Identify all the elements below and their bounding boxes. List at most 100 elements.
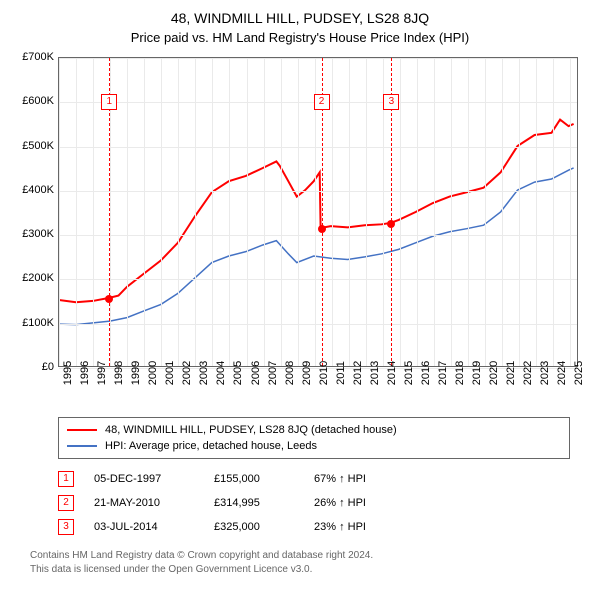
event-date: 03-JUL-2014 [94, 521, 194, 533]
x-axis-label: 1996 [79, 361, 91, 385]
event-price: £325,000 [214, 521, 294, 533]
gridline-v [536, 58, 537, 366]
gridline-h [59, 279, 577, 280]
reference-marker: 1 [101, 94, 117, 110]
event-price: £155,000 [214, 473, 294, 485]
gridline-v [349, 58, 350, 366]
footer-line1: Contains HM Land Registry data © Crown c… [30, 549, 570, 563]
gridline-h [59, 58, 577, 59]
event-price: £314,995 [214, 497, 294, 509]
legend-swatch [67, 429, 97, 431]
x-axis-label: 2006 [250, 361, 262, 385]
events-table: 105-DEC-1997£155,00067% ↑ HPI221-MAY-201… [58, 467, 570, 539]
gridline-v [229, 58, 230, 366]
gridline-v [570, 58, 571, 366]
event-marker: 3 [58, 519, 74, 535]
legend-swatch [67, 445, 97, 447]
gridline-h [59, 147, 577, 148]
gridline-v [298, 58, 299, 366]
x-axis-label: 2024 [556, 361, 568, 385]
gridline-v [519, 58, 520, 366]
x-axis-label: 2012 [352, 361, 364, 385]
chart-container: 48, WINDMILL HILL, PUDSEY, LS28 8JQ Pric… [0, 0, 600, 587]
y-axis-label: £200K [10, 272, 54, 284]
gridline-v [400, 58, 401, 366]
x-axis-label: 2022 [522, 361, 534, 385]
gridline-v [332, 58, 333, 366]
event-marker: 2 [58, 495, 74, 511]
legend-label: 48, WINDMILL HILL, PUDSEY, LS28 8JQ (det… [105, 424, 397, 436]
event-row: 2 21-MAY-2010 £314,995 26% ↑ HPI [58, 491, 570, 515]
x-axis-label: 2020 [488, 361, 500, 385]
reference-marker: 2 [314, 94, 330, 110]
chart-title: 48, WINDMILL HILL, PUDSEY, LS28 8JQ [10, 10, 590, 26]
gridline-v [127, 58, 128, 366]
x-axis-label: 2014 [386, 361, 398, 385]
y-axis-label: £500K [10, 140, 54, 152]
x-axis-label: 2007 [267, 361, 279, 385]
gridline-v [93, 58, 94, 366]
x-axis-label: 2003 [198, 361, 210, 385]
gridline-v [434, 58, 435, 366]
sale-point [318, 225, 326, 233]
x-axis-label: 2004 [215, 361, 227, 385]
gridline-v [76, 58, 77, 366]
x-axis-label: 2017 [437, 361, 449, 385]
gridline-v [264, 58, 265, 366]
gridline-v [485, 58, 486, 366]
y-axis-label: £700K [10, 51, 54, 63]
x-axis-label: 1995 [62, 361, 74, 385]
x-axis-label: 2009 [301, 361, 313, 385]
y-axis-label: £0 [10, 361, 54, 373]
gridline-v [195, 58, 196, 366]
footer: Contains HM Land Registry data © Crown c… [30, 549, 570, 577]
x-axis-label: 1999 [130, 361, 142, 385]
footer-line2: This data is licensed under the Open Gov… [30, 563, 570, 577]
event-pct: 23% ↑ HPI [314, 521, 414, 533]
gridline-v [502, 58, 503, 366]
event-date: 21-MAY-2010 [94, 497, 194, 509]
event-pct: 26% ↑ HPI [314, 497, 414, 509]
x-axis-label: 2008 [284, 361, 296, 385]
y-axis-label: £400K [10, 184, 54, 196]
legend: 48, WINDMILL HILL, PUDSEY, LS28 8JQ (det… [58, 417, 570, 459]
gridline-v [178, 58, 179, 366]
sale-point [105, 295, 113, 303]
x-axis-label: 1997 [96, 361, 108, 385]
y-axis-label: £100K [10, 317, 54, 329]
x-axis-label: 2002 [181, 361, 193, 385]
gridline-v [417, 58, 418, 366]
x-axis-label: 2010 [318, 361, 330, 385]
gridline-v [161, 58, 162, 366]
gridline-h [59, 191, 577, 192]
x-axis-label: 2001 [164, 361, 176, 385]
plot-area: 123 [58, 57, 578, 367]
gridline-h [59, 324, 577, 325]
gridline-h [59, 235, 577, 236]
gridline-v [468, 58, 469, 366]
event-marker: 1 [58, 471, 74, 487]
legend-label: HPI: Average price, detached house, Leed… [105, 440, 317, 452]
gridline-v [247, 58, 248, 366]
x-axis-label: 2019 [471, 361, 483, 385]
x-axis-label: 2015 [403, 361, 415, 385]
gridline-v [366, 58, 367, 366]
gridline-v [212, 58, 213, 366]
x-axis-label: 2021 [505, 361, 517, 385]
chart-subtitle: Price paid vs. HM Land Registry's House … [10, 30, 590, 45]
x-axis-label: 2013 [369, 361, 381, 385]
legend-item: 48, WINDMILL HILL, PUDSEY, LS28 8JQ (det… [67, 422, 561, 438]
gridline-v [144, 58, 145, 366]
gridline-v [59, 58, 60, 366]
x-axis-label: 2018 [454, 361, 466, 385]
event-date: 05-DEC-1997 [94, 473, 194, 485]
y-axis-label: £300K [10, 228, 54, 240]
x-axis-label: 1998 [113, 361, 125, 385]
event-row: 3 03-JUL-2014 £325,000 23% ↑ HPI [58, 515, 570, 539]
chart-area: £0£100K£200K£300K£400K£500K£600K£700K 12… [10, 53, 590, 413]
x-axis-label: 2000 [147, 361, 159, 385]
sale-point [387, 220, 395, 228]
legend-item: HPI: Average price, detached house, Leed… [67, 438, 561, 454]
x-axis-label: 2025 [573, 361, 585, 385]
x-axis-label: 2005 [232, 361, 244, 385]
